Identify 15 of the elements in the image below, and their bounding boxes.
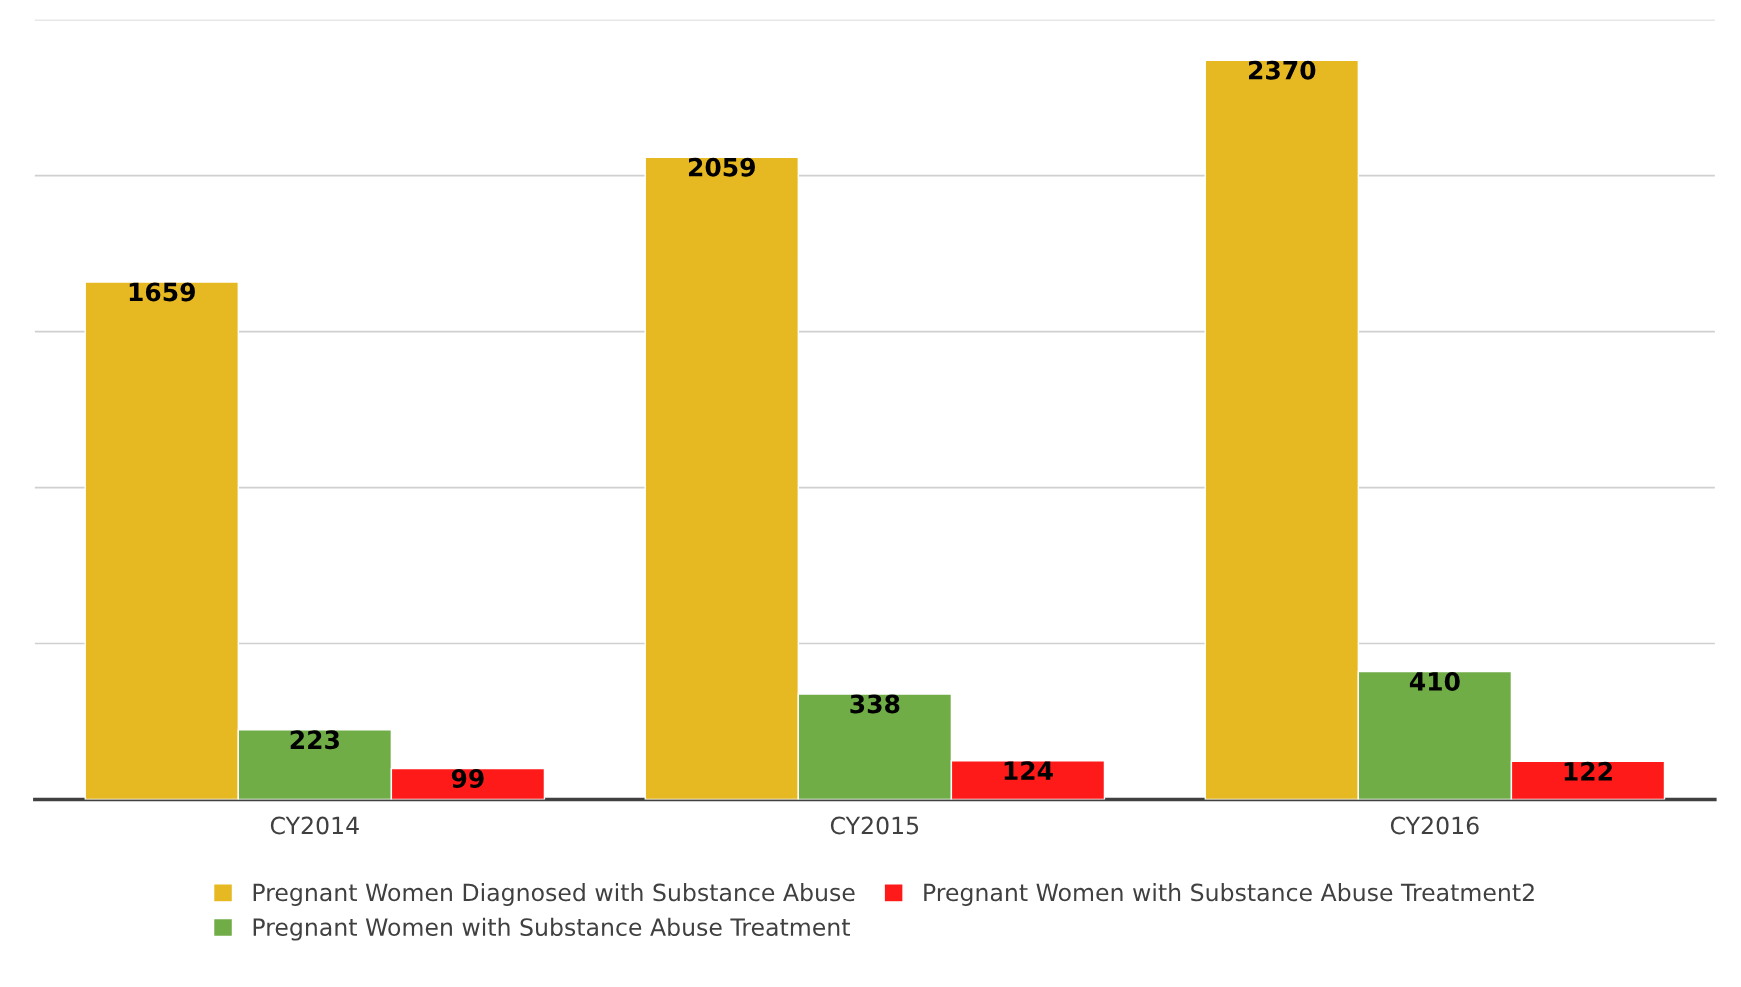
data-label: 2370 bbox=[1248, 60, 1316, 80]
data-label: 223 bbox=[290, 730, 339, 750]
data-label: 338 bbox=[850, 694, 900, 714]
x-tick-label: CY2015 bbox=[830, 816, 919, 835]
x-tick-label: CY2014 bbox=[270, 816, 359, 835]
data-label: 99 bbox=[451, 769, 484, 788]
data-label: 2059 bbox=[688, 157, 755, 177]
legend-label: Pregnant Women Diagnosed with Substance Abuse bbox=[253, 883, 855, 906]
data-label: 1659 bbox=[129, 282, 195, 302]
x-tick-label: CY2016 bbox=[1390, 816, 1479, 835]
legend-label: Pregnant Women with Substance Abuse Treatment bbox=[253, 917, 850, 941]
data-label: 122 bbox=[1564, 761, 1612, 781]
data-label: 124 bbox=[1004, 761, 1053, 780]
legend-label: Pregnant Women with Substance Abuse Treatment2 bbox=[924, 883, 1534, 906]
data-label: 410 bbox=[1409, 672, 1460, 691]
